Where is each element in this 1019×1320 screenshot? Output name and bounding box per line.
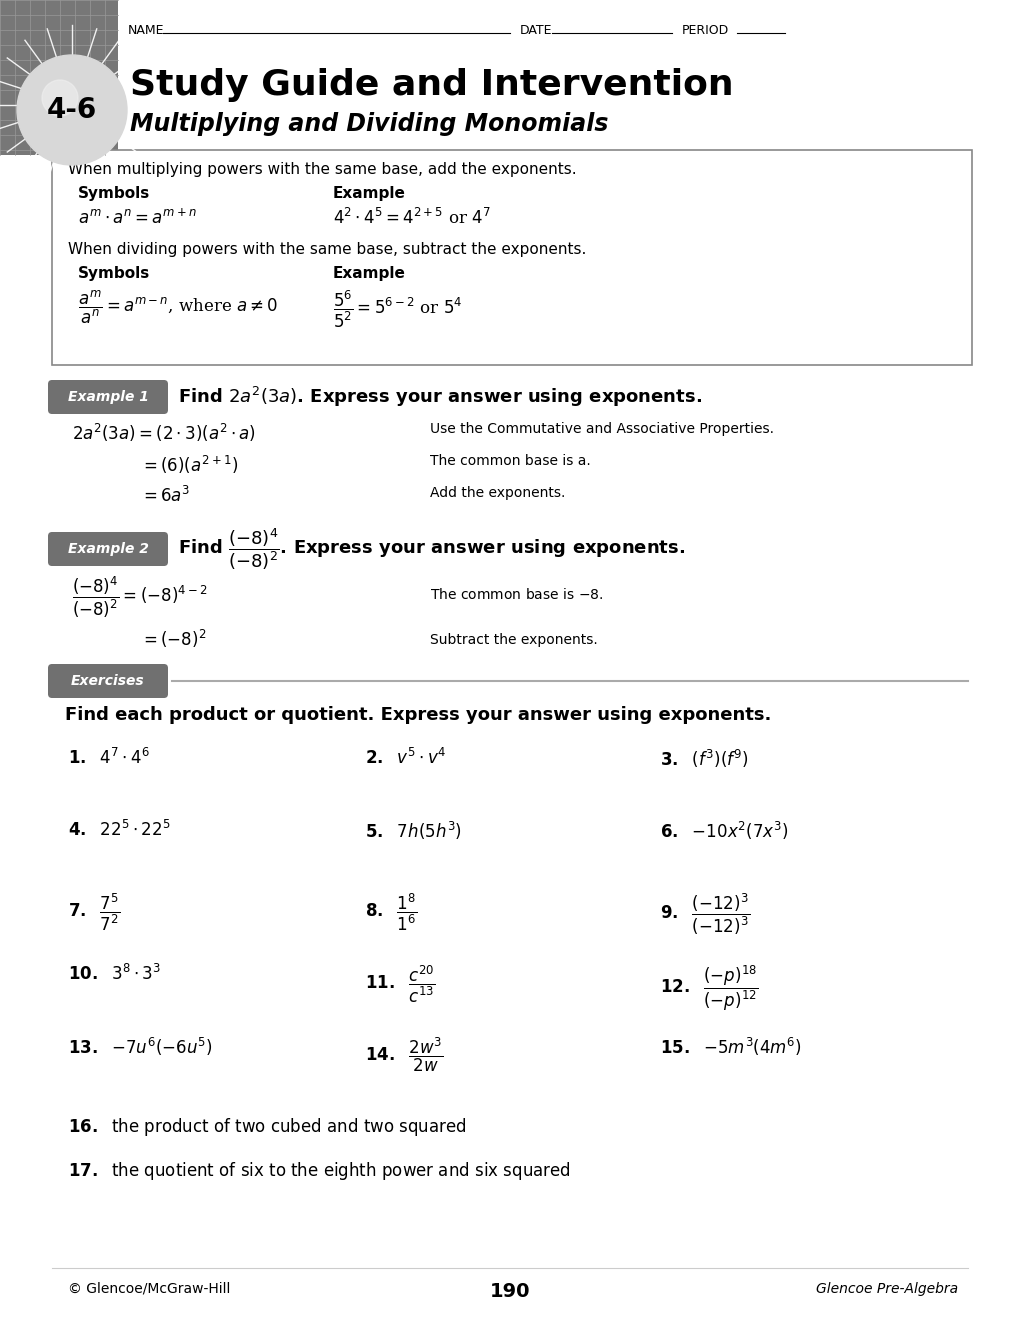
FancyBboxPatch shape <box>48 380 168 414</box>
Text: $\mathbf{6.}\ \ {-10x^{2}(7x^{3})}$: $\mathbf{6.}\ \ {-10x^{2}(7x^{3})}$ <box>659 820 788 842</box>
Text: PERIOD: PERIOD <box>682 24 729 37</box>
Text: $\mathbf{17.}$  the quotient of six to the eighth power and six squared: $\mathbf{17.}$ the quotient of six to th… <box>68 1160 571 1181</box>
Text: 4-6: 4-6 <box>47 96 97 124</box>
Circle shape <box>42 81 77 116</box>
Text: $\mathbf{11.}\ \ \dfrac{c^{20}}{c^{13}}$: $\mathbf{11.}\ \ \dfrac{c^{20}}{c^{13}}$ <box>365 964 435 1006</box>
Text: $\mathbf{2.}\ \ v^{5} \cdot v^{4}$: $\mathbf{2.}\ \ v^{5} \cdot v^{4}$ <box>365 748 446 768</box>
Circle shape <box>17 55 127 165</box>
Text: $\dfrac{a^{m}}{a^{n}} = a^{m-n}$, where $a \neq 0$: $\dfrac{a^{m}}{a^{n}} = a^{m-n}$, where … <box>77 289 278 326</box>
Text: Symbols: Symbols <box>77 186 150 201</box>
Text: Find $2a^{2}(3a)$. Express your answer using exponents.: Find $2a^{2}(3a)$. Express your answer u… <box>178 385 701 409</box>
Text: $\mathbf{5.}\ \ 7h(5h^{3})$: $\mathbf{5.}\ \ 7h(5h^{3})$ <box>365 820 462 842</box>
FancyBboxPatch shape <box>0 0 118 154</box>
Text: The common base is a.: The common base is a. <box>430 454 590 469</box>
Text: Find $\dfrac{(-8)^{4}}{(-8)^{2}}$. Express your answer using exponents.: Find $\dfrac{(-8)^{4}}{(-8)^{2}}$. Expre… <box>178 527 685 572</box>
Text: $\mathbf{13.}\ \ {-7u^{6}(-6u^{5})}$: $\mathbf{13.}\ \ {-7u^{6}(-6u^{5})}$ <box>68 1036 212 1059</box>
Text: $= (-8)^{2}$: $= (-8)^{2}$ <box>140 628 206 651</box>
Text: The common base is $-8$.: The common base is $-8$. <box>430 587 603 602</box>
Text: $\mathbf{10.}\ \ 3^{8} \cdot 3^{3}$: $\mathbf{10.}\ \ 3^{8} \cdot 3^{3}$ <box>68 964 161 985</box>
Text: $\mathbf{7.}\ \ \dfrac{7^{5}}{7^{2}}$: $\mathbf{7.}\ \ \dfrac{7^{5}}{7^{2}}$ <box>68 892 120 933</box>
FancyBboxPatch shape <box>48 532 168 566</box>
Text: Subtract the exponents.: Subtract the exponents. <box>430 634 597 647</box>
Text: Add the exponents.: Add the exponents. <box>430 486 565 500</box>
Text: $\dfrac{5^{6}}{5^{2}} = 5^{6-2}$ or $5^{4}$: $\dfrac{5^{6}}{5^{2}} = 5^{6-2}$ or $5^{… <box>332 289 462 330</box>
Text: DATE: DATE <box>520 24 552 37</box>
Text: 190: 190 <box>489 1282 530 1302</box>
Text: $2a^{2}(3a) = (2 \cdot 3)(a^{2} \cdot a)$: $2a^{2}(3a) = (2 \cdot 3)(a^{2} \cdot a)… <box>72 422 256 444</box>
Text: © Glencoe/McGraw-Hill: © Glencoe/McGraw-Hill <box>68 1282 230 1296</box>
Text: $\mathbf{8.}\ \ \dfrac{1^{8}}{1^{6}}$: $\mathbf{8.}\ \ \dfrac{1^{8}}{1^{6}}$ <box>365 892 417 933</box>
Text: Example: Example <box>332 186 406 201</box>
Text: Example 1: Example 1 <box>67 389 149 404</box>
Text: $\mathbf{12.}\ \ \dfrac{(-p)^{18}}{(-p)^{12}}$: $\mathbf{12.}\ \ \dfrac{(-p)^{18}}{(-p)^… <box>659 964 758 1014</box>
FancyBboxPatch shape <box>52 150 971 366</box>
Text: $\mathbf{16.}$  the product of two cubed and two squared: $\mathbf{16.}$ the product of two cubed … <box>68 1115 467 1138</box>
Text: Find each product or quotient. Express your answer using exponents.: Find each product or quotient. Express y… <box>65 706 770 723</box>
Text: Glencoe Pre-Algebra: Glencoe Pre-Algebra <box>815 1282 957 1296</box>
FancyBboxPatch shape <box>48 664 168 698</box>
Text: $\dfrac{(-8)^{4}}{(-8)^{2}} = (-8)^{4-2}$: $\dfrac{(-8)^{4}}{(-8)^{2}} = (-8)^{4-2}… <box>72 576 208 620</box>
Text: $a^{m} \cdot a^{n} = a^{m+n}$: $a^{m} \cdot a^{n} = a^{m+n}$ <box>77 209 197 227</box>
Text: Exercises: Exercises <box>71 675 145 688</box>
Text: Example 2: Example 2 <box>67 543 149 556</box>
Text: Multiplying and Dividing Monomials: Multiplying and Dividing Monomials <box>129 112 608 136</box>
Text: $4^{2} \cdot 4^{5} = 4^{2+5}$ or $4^{7}$: $4^{2} \cdot 4^{5} = 4^{2+5}$ or $4^{7}$ <box>332 209 490 228</box>
Text: Use the Commutative and Associative Properties.: Use the Commutative and Associative Prop… <box>430 422 773 436</box>
Text: When multiplying powers with the same base, add the exponents.: When multiplying powers with the same ba… <box>68 162 576 177</box>
Text: $\mathbf{1.}\ \ 4^{7} \cdot 4^{6}$: $\mathbf{1.}\ \ 4^{7} \cdot 4^{6}$ <box>68 748 150 768</box>
Text: $\mathbf{15.}\ \ {-5m^{3}(4m^{6})}$: $\mathbf{15.}\ \ {-5m^{3}(4m^{6})}$ <box>659 1036 801 1059</box>
Text: Study Guide and Intervention: Study Guide and Intervention <box>129 69 733 102</box>
Text: $\mathbf{14.}\ \ \dfrac{2w^{3}}{2w}$: $\mathbf{14.}\ \ \dfrac{2w^{3}}{2w}$ <box>365 1036 443 1074</box>
Text: Symbols: Symbols <box>77 267 150 281</box>
Text: NAME: NAME <box>127 24 164 37</box>
Text: $= (6)(a^{2+1})$: $= (6)(a^{2+1})$ <box>140 454 237 477</box>
Text: Example: Example <box>332 267 406 281</box>
Text: $\mathbf{3.}\ \ (f^{3})(f^{9})$: $\mathbf{3.}\ \ (f^{3})(f^{9})$ <box>659 748 748 770</box>
Text: $\mathbf{4.}\ \ 22^{5} \cdot 22^{5}$: $\mathbf{4.}\ \ 22^{5} \cdot 22^{5}$ <box>68 820 170 840</box>
Text: $= 6a^{3}$: $= 6a^{3}$ <box>140 486 191 506</box>
Text: $\mathbf{9.}\ \ \dfrac{(-12)^{3}}{(-12)^{3}}$: $\mathbf{9.}\ \ \dfrac{(-12)^{3}}{(-12)^… <box>659 892 749 937</box>
Text: When dividing powers with the same base, subtract the exponents.: When dividing powers with the same base,… <box>68 242 586 257</box>
